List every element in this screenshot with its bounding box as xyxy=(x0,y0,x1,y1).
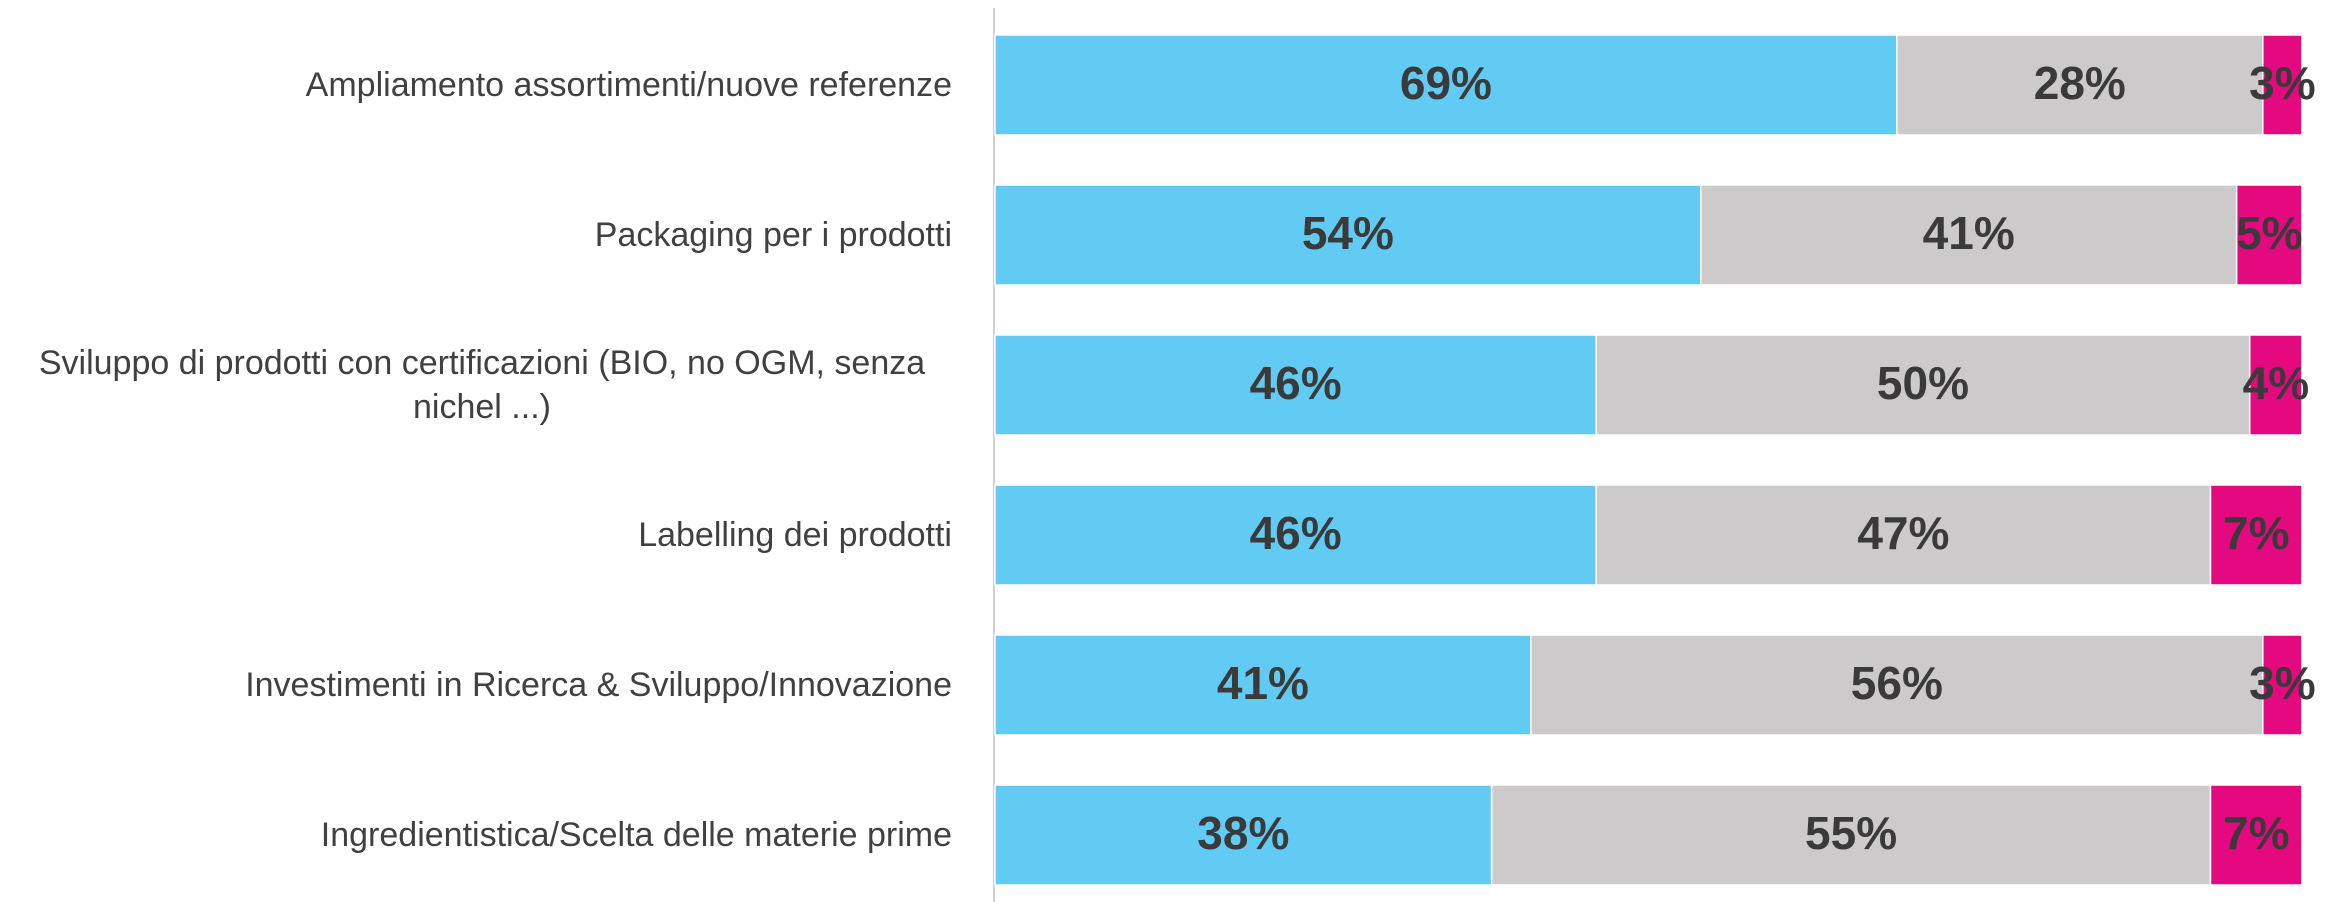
bar-segment xyxy=(2262,634,2303,736)
bar-segment xyxy=(994,484,1597,586)
bar-segment xyxy=(2248,334,2303,436)
bar-segment xyxy=(1490,784,2212,886)
data-label: 56% xyxy=(1851,657,1943,709)
data-label: 5% xyxy=(2236,207,2302,259)
data-label: 47% xyxy=(1857,507,1949,559)
data-label: 46% xyxy=(1250,507,1342,559)
data-label: 7% xyxy=(2223,507,2289,559)
category-label: Packaging per i prodotti xyxy=(594,216,952,254)
data-label: 3% xyxy=(2249,57,2315,109)
data-label: 28% xyxy=(2034,57,2126,109)
data-label: 69% xyxy=(1400,57,1492,109)
category-label: Ampliamento assortimenti/nuove referenze xyxy=(305,66,952,104)
data-label: 38% xyxy=(1197,807,1289,859)
data-label: 46% xyxy=(1250,357,1342,409)
category-label: Investimenti in Ricerca & Sviluppo/Innov… xyxy=(245,666,952,704)
data-label: 3% xyxy=(2249,657,2315,709)
data-label: 41% xyxy=(1923,207,2015,259)
data-label: 54% xyxy=(1302,207,1394,259)
bar-segment xyxy=(2262,34,2303,136)
data-label: 55% xyxy=(1805,807,1897,859)
bar-segment xyxy=(2209,484,2303,586)
data-label: 41% xyxy=(1217,657,1309,709)
bar-segment xyxy=(994,784,1493,886)
bar-segment xyxy=(1595,484,2212,586)
data-label: 7% xyxy=(2223,807,2289,859)
bar-segment xyxy=(1595,334,2251,436)
category-label: Ingredientistica/Scelta delle materie pr… xyxy=(320,816,952,854)
bar-segment xyxy=(1530,634,2264,736)
data-label: 50% xyxy=(1877,357,1969,409)
bar-segment xyxy=(2209,784,2303,886)
category-label: Labelling dei prodotti xyxy=(638,516,952,554)
category-label: Sviluppo di prodotti con certificazioni … xyxy=(38,344,926,426)
bar-segment xyxy=(1896,34,2264,136)
bar-segment xyxy=(994,34,1898,136)
bar-segment xyxy=(2235,184,2303,286)
bar-segment xyxy=(994,634,1532,736)
data-label: 4% xyxy=(2243,357,2309,409)
